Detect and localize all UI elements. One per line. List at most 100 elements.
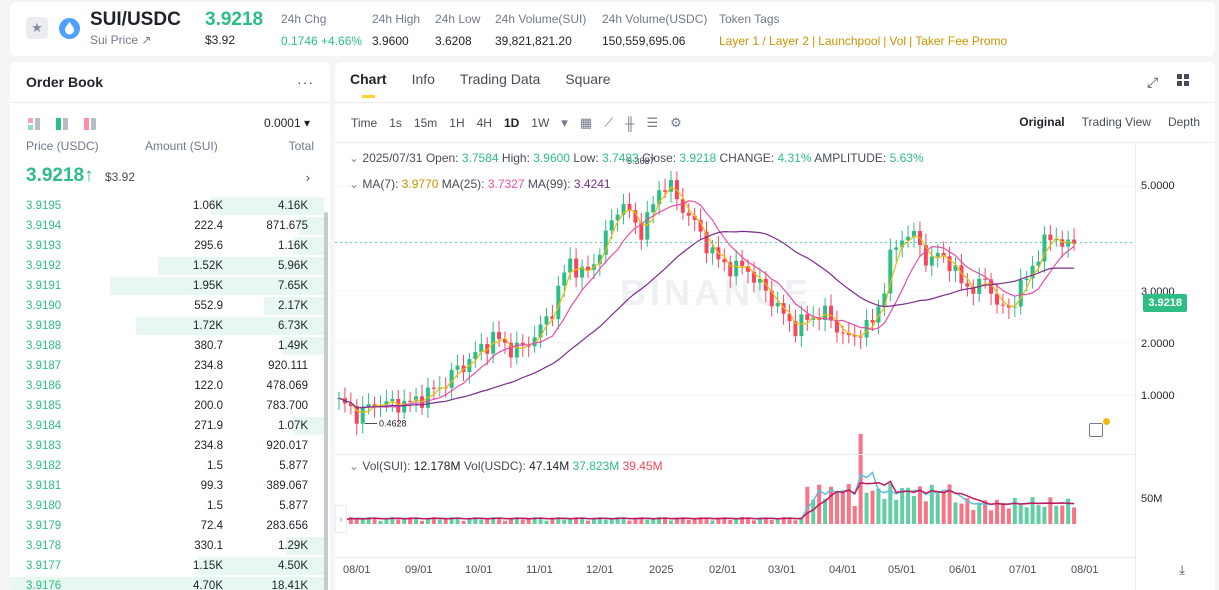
view-original[interactable]: Original: [1019, 115, 1065, 129]
order-total: 783.700: [266, 400, 308, 412]
candle-body: [550, 316, 555, 320]
tick-size-select[interactable]: 0.0001 ▾: [263, 116, 310, 130]
order-book-row[interactable]: 3.9177 1.15K 4.50K: [10, 556, 324, 576]
tag-launchpool[interactable]: Launchpool: [818, 34, 881, 48]
order-book-row[interactable]: 3.9183 234.8 920.017: [10, 436, 324, 456]
tag-layer1[interactable]: Layer 1 / Layer 2: [719, 34, 810, 48]
order-book-row[interactable]: 3.9179 72.4 283.656: [10, 516, 324, 536]
candle-body: [597, 254, 602, 265]
more-timeframes-dropdown-icon[interactable]: ▾: [561, 115, 568, 130]
candle-body: [989, 279, 994, 294]
stat-label: 24h Volume(SUI): [495, 12, 587, 26]
both-sides-view-icon[interactable]: [28, 118, 40, 130]
order-book-row[interactable]: 3.9192 1.52K 5.96K: [10, 256, 324, 276]
price-alert-icon[interactable]: [1089, 423, 1103, 437]
open-label: Open:: [425, 151, 459, 165]
order-book-row[interactable]: 3.9190 552.9 2.17K: [10, 296, 324, 316]
volume-bar: [1054, 505, 1059, 524]
tag-vol[interactable]: Vol: [889, 34, 907, 48]
candle-type-icon[interactable]: ╫: [625, 115, 635, 131]
coin-price-link[interactable]: Sui Price ↗: [90, 33, 152, 47]
order-book-row[interactable]: 3.9191 1.95K 7.65K: [10, 276, 324, 296]
order-book-row[interactable]: 3.9193 295.6 1.16K: [10, 236, 324, 256]
stat-label: 24h High: [372, 12, 421, 26]
vol-axis-tick: 50M: [1141, 493, 1163, 505]
expand-icon[interactable]: ⤢: [1147, 74, 1159, 90]
order-book-row[interactable]: 3.9180 1.5 5.877: [10, 496, 324, 516]
pair-name[interactable]: SUI/USDC: [90, 9, 181, 30]
timeframe-1w[interactable]: 1W: [531, 116, 550, 130]
order-book-row[interactable]: 3.9184 271.9 1.07K: [10, 416, 324, 436]
order-book-row[interactable]: 3.9186 122.0 478.069: [10, 376, 324, 396]
collapse-icon[interactable]: ⌄: [349, 459, 360, 473]
template-icon[interactable]: ☰: [646, 115, 659, 130]
bids-view-icon[interactable]: [56, 118, 68, 130]
last-price: 3.9218: [205, 9, 264, 30]
order-book-row[interactable]: 3.9194 222.4 871.675: [10, 216, 324, 236]
order-book-row[interactable]: 3.9189 1.72K 6.73K: [10, 316, 324, 336]
calendar-icon[interactable]: ▦: [579, 115, 593, 130]
order-book-row[interactable]: 3.9182 1.5 5.877: [10, 456, 324, 476]
volume-bar: [390, 517, 395, 524]
volume-bar: [437, 519, 442, 524]
order-book-row[interactable]: 3.9178 330.1 1.29K: [10, 536, 324, 556]
candlestick-chart[interactable]: 5.3687 0.4628: [335, 143, 1135, 590]
chart-view-switch: Original Trading View Depth: [1019, 115, 1200, 129]
time-label[interactable]: Time: [351, 116, 378, 130]
volume-bar: [485, 519, 490, 524]
scrollbar[interactable]: [324, 212, 328, 590]
volume-bar: [556, 517, 561, 524]
asks-view-icon[interactable]: [84, 118, 96, 130]
timeframe-15m[interactable]: 15m: [413, 116, 438, 130]
indicator-icon[interactable]: ⟋: [604, 115, 614, 130]
chevron-right-icon[interactable]: ›: [305, 170, 310, 185]
collapse-icon[interactable]: ⌄: [349, 151, 360, 165]
tab-info[interactable]: Info: [411, 71, 435, 87]
fit-to-screen-icon[interactable]: ⤓: [1179, 562, 1185, 577]
min-price-marker: 0.4628: [379, 418, 407, 428]
volume-bar: [1036, 505, 1041, 524]
layout-grid-icon[interactable]: [1177, 74, 1191, 88]
timeframe-1s[interactable]: 1s: [389, 116, 402, 130]
candle-body: [799, 314, 804, 337]
order-book-row[interactable]: 3.9185 200.0 783.700: [10, 396, 324, 416]
candle-body: [734, 260, 739, 277]
ma25-value: 3.7327: [487, 177, 525, 191]
volume-bar: [989, 510, 994, 524]
order-book-row[interactable]: 3.9195 1.06K 4.16K: [10, 196, 324, 216]
volume-bar: [396, 519, 401, 524]
tab-trading-data[interactable]: Trading Data: [459, 71, 541, 87]
y-tick: 2.0000: [1141, 338, 1175, 350]
order-book-row[interactable]: 3.9187 234.8 920.111: [10, 356, 324, 376]
view-trading-view[interactable]: Trading View: [1081, 115, 1151, 129]
timeframe-4h[interactable]: 4H: [476, 116, 492, 130]
order-book-row[interactable]: 3.9176 4.70K 18.41K: [10, 576, 324, 590]
timeframe-1d[interactable]: 1D: [503, 116, 520, 130]
order-total: 18.41K: [271, 580, 308, 590]
price-axis[interactable]: [1135, 143, 1136, 590]
scroll-left-icon[interactable]: ›: [335, 505, 347, 533]
tab-chart[interactable]: Chart: [350, 71, 387, 98]
order-book-row[interactable]: 3.9181 99.3 389.067: [10, 476, 324, 496]
favorite-star-icon[interactable]: ★: [26, 17, 48, 39]
settings-gear-icon[interactable]: ⚙: [670, 115, 682, 130]
order-price: 3.9181: [26, 480, 62, 492]
max-price-marker: 5.3687: [627, 156, 655, 166]
candle-body: [449, 369, 454, 388]
order-amount: 1.15K: [192, 560, 223, 572]
timeframe-1h[interactable]: 1H: [449, 116, 465, 130]
candle-body: [1030, 265, 1035, 279]
view-depth[interactable]: Depth: [1167, 115, 1200, 129]
candle-body: [769, 290, 774, 307]
tab-square[interactable]: Square: [565, 71, 611, 87]
tag-taker-fee-promo[interactable]: Taker Fee Promo: [915, 34, 1008, 48]
col-header-price: Price (USDC): [26, 139, 99, 153]
volume-bar: [568, 518, 573, 524]
collapse-icon[interactable]: ⌄: [349, 177, 360, 191]
order-book-row[interactable]: 3.9188 380.7 1.49K: [10, 336, 324, 356]
volume-bar: [425, 517, 430, 524]
order-price: 3.9194: [26, 220, 62, 232]
volume-bar: [615, 517, 620, 524]
more-options-icon[interactable]: ···: [297, 74, 314, 90]
volume-bar: [668, 520, 673, 524]
